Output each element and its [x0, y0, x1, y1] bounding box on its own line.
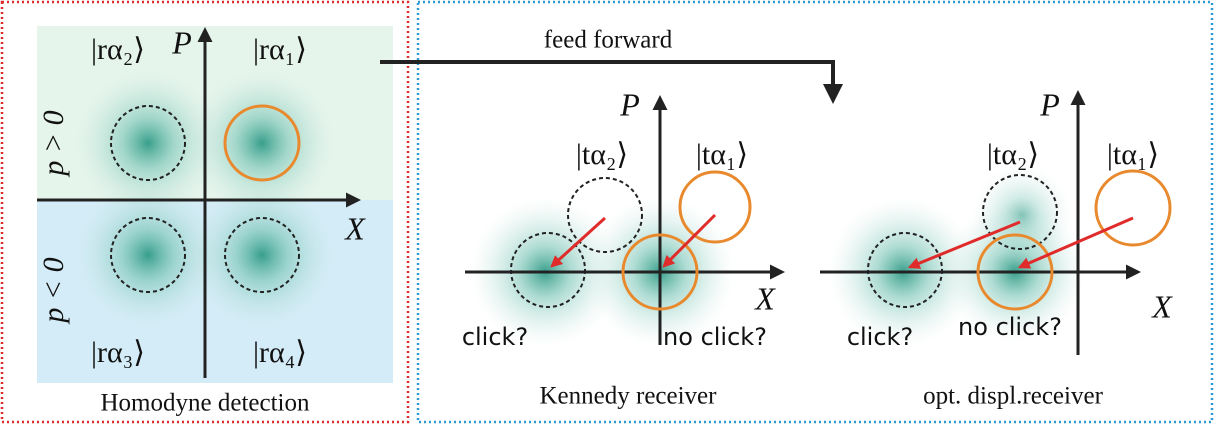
gaussian — [73, 68, 223, 218]
state-circle — [110, 217, 186, 293]
state-circle — [567, 177, 643, 253]
outcome-label: click? — [462, 323, 528, 351]
state-label: |rα₃⟩ — [91, 336, 145, 369]
axis-label: X — [343, 210, 366, 246]
gaussian — [73, 180, 223, 330]
gaussian — [187, 68, 337, 218]
state-circle-selected — [223, 104, 301, 182]
caption: Kennedy receiver — [540, 383, 718, 410]
outcome-label: no click? — [663, 323, 767, 351]
state-circle-selected — [976, 233, 1054, 311]
displacement-arrow — [1017, 216, 1134, 269]
axis-label: P — [619, 86, 640, 122]
region-label: p < 0 — [37, 257, 70, 324]
axis-label: X — [753, 280, 776, 316]
outcome-label: click? — [847, 323, 913, 351]
axis-label: P — [1039, 86, 1060, 122]
state-label: |rα₂⟩ — [91, 33, 145, 66]
state-label: |tα₁⟩ — [696, 138, 748, 171]
state-circle — [510, 232, 586, 308]
state-label: |tα₂⟩ — [576, 138, 628, 171]
state-circle — [982, 174, 1058, 250]
region-label: p > 0 — [37, 110, 70, 177]
state-label: |tα₁⟩ — [1107, 138, 1159, 171]
feed-forward-label: feed forward — [544, 27, 673, 54]
gaussian — [187, 180, 337, 330]
caption: opt. displ.receiver — [923, 383, 1103, 410]
receiver-frame — [416, 0, 1214, 424]
state-circle-selected — [621, 233, 699, 311]
axis-label: X — [1150, 288, 1173, 324]
state-circle-selected — [1094, 169, 1172, 247]
state-label: |tα₂⟩ — [987, 138, 1039, 171]
state-circle — [110, 105, 186, 181]
homodyne-frame — [0, 0, 410, 424]
axis-label: P — [171, 24, 192, 60]
state-circle-selected — [678, 170, 752, 244]
state-circle — [224, 217, 300, 293]
caption: Homodyne detection — [101, 390, 310, 417]
displacement-arrow — [550, 216, 607, 268]
state-label: |rα₁⟩ — [253, 33, 307, 66]
state-circle — [867, 232, 943, 308]
outcome-label: no click? — [958, 313, 1062, 341]
displacement-arrow — [662, 213, 717, 268]
feed-forward-arrow — [380, 60, 843, 104]
displacement-arrow — [907, 220, 1021, 269]
state-label: |rα₄⟩ — [253, 336, 307, 369]
